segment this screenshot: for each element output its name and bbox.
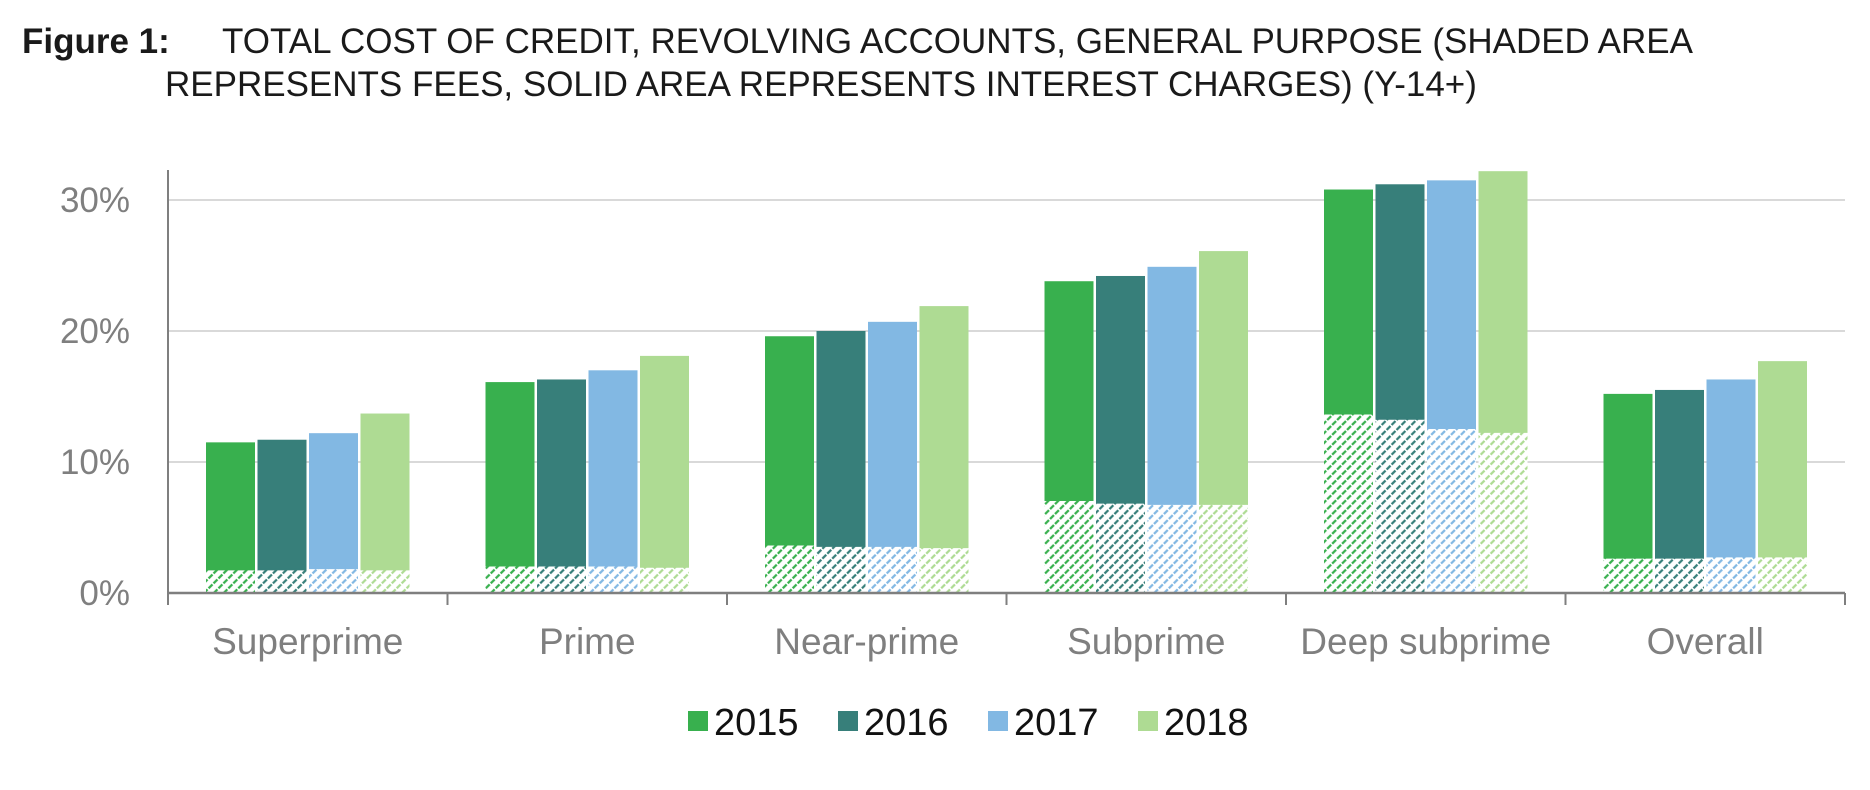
bar-fees-prime-2017 xyxy=(588,565,638,593)
bar-fees-subprime-2016 xyxy=(1096,502,1145,593)
legend-swatch-2016 xyxy=(838,711,858,731)
category-label-overall: Overall xyxy=(1647,621,1764,662)
legend-label-2016: 2016 xyxy=(864,702,949,744)
bar-fees-superprime-2018 xyxy=(360,569,410,593)
bar-interest-superprime-2018 xyxy=(360,413,410,570)
legend-label-2017: 2017 xyxy=(1014,702,1099,744)
category-label-near-prime: Near-prime xyxy=(774,621,959,662)
figure-title-line1: TOTAL COST OF CREDIT, REVOLVING ACCOUNTS… xyxy=(222,22,1693,61)
bar-fees-overall-2017 xyxy=(1706,556,1756,593)
figure-title: Figure 1: TOTAL COST OF CREDIT, REVOLVING… xyxy=(22,20,1842,106)
bar-interest-superprime-2017 xyxy=(309,433,358,569)
bar-fees-near-prime-2015 xyxy=(765,544,814,593)
y-tick-label: 0% xyxy=(79,574,130,613)
legend-swatch-2015 xyxy=(688,711,708,731)
bar-fees-subprime-2015 xyxy=(1044,499,1094,593)
bar-fees-prime-2016 xyxy=(537,565,586,593)
bar-interest-deep-subprime-2015 xyxy=(1324,189,1373,414)
figure-title-line2: REPRESENTS FEES, SOLID AREA REPRESENTS I… xyxy=(165,65,1477,104)
bar-fees-near-prime-2018 xyxy=(919,547,969,593)
bar-fees-overall-2018 xyxy=(1758,556,1807,593)
bar-fees-subprime-2018 xyxy=(1199,503,1248,593)
bar-interest-deep-subprime-2017 xyxy=(1427,180,1476,428)
bar-interest-prime-2016 xyxy=(537,379,586,566)
y-axis-ticks: 0% 10% 20% 30% xyxy=(60,181,130,613)
bar-interest-near-prime-2018 xyxy=(919,306,969,548)
bar-interest-overall-2016 xyxy=(1655,389,1704,558)
category-label-superprime: Superprime xyxy=(212,621,403,662)
bar-interest-near-prime-2017 xyxy=(868,321,917,546)
bar-interest-overall-2015 xyxy=(1603,393,1653,558)
bar-fees-deep-subprime-2018 xyxy=(1478,431,1528,593)
bar-interest-deep-subprime-2018 xyxy=(1478,171,1528,432)
legend-swatch-2018 xyxy=(1138,711,1158,731)
bar-interest-subprime-2017 xyxy=(1147,266,1197,504)
y-tick-label: 10% xyxy=(60,443,130,482)
bar-fees-deep-subprime-2017 xyxy=(1427,427,1476,593)
bar-interest-subprime-2015 xyxy=(1044,281,1094,500)
x-axis xyxy=(167,170,1846,605)
bar-interest-near-prime-2016 xyxy=(816,331,866,546)
category-label-prime: Prime xyxy=(539,621,636,662)
bar-fees-deep-subprime-2016 xyxy=(1375,418,1425,593)
bar-fees-near-prime-2016 xyxy=(816,545,866,593)
category-label-deep-subprime: Deep subprime xyxy=(1300,621,1551,662)
bar-interest-subprime-2016 xyxy=(1096,275,1145,503)
category-label-subprime: Subprime xyxy=(1067,621,1225,662)
bar-interest-near-prime-2015 xyxy=(765,336,814,545)
figure-label: Figure 1: xyxy=(22,22,170,61)
bar-interest-overall-2018 xyxy=(1758,361,1807,557)
bar-fees-near-prime-2017 xyxy=(868,545,917,593)
legend-label-2018: 2018 xyxy=(1164,702,1249,744)
bar-fees-superprime-2017 xyxy=(309,568,358,593)
bar-fees-subprime-2017 xyxy=(1147,503,1197,593)
bar-interest-deep-subprime-2016 xyxy=(1375,184,1425,419)
bar-interest-prime-2015 xyxy=(485,382,535,566)
bar-interest-overall-2017 xyxy=(1706,379,1756,557)
bar-fees-overall-2016 xyxy=(1655,557,1704,593)
bar-fees-deep-subprime-2015 xyxy=(1324,413,1373,593)
bar-interest-prime-2018 xyxy=(640,355,689,567)
bars xyxy=(206,171,1807,593)
bar-fees-superprime-2016 xyxy=(257,569,307,593)
category-labels: Superprime Prime Near-prime Subprime Deep su… xyxy=(212,621,1764,662)
bar-interest-superprime-2015 xyxy=(206,442,255,570)
legend: 2015 2016 2017 2018 xyxy=(688,702,1249,744)
gridlines xyxy=(168,199,1845,463)
y-tick-label: 20% xyxy=(60,312,130,351)
legend-label-2015: 2015 xyxy=(714,702,799,744)
bar-interest-subprime-2018 xyxy=(1199,251,1248,504)
bar-fees-prime-2015 xyxy=(485,565,535,593)
bar-fees-overall-2015 xyxy=(1603,557,1653,593)
y-tick-label: 30% xyxy=(60,181,130,220)
bar-fees-superprime-2015 xyxy=(206,569,255,593)
bar-interest-superprime-2016 xyxy=(257,439,307,570)
bar-interest-prime-2017 xyxy=(588,370,638,566)
legend-swatch-2017 xyxy=(988,711,1008,731)
bar-fees-prime-2018 xyxy=(640,566,689,593)
